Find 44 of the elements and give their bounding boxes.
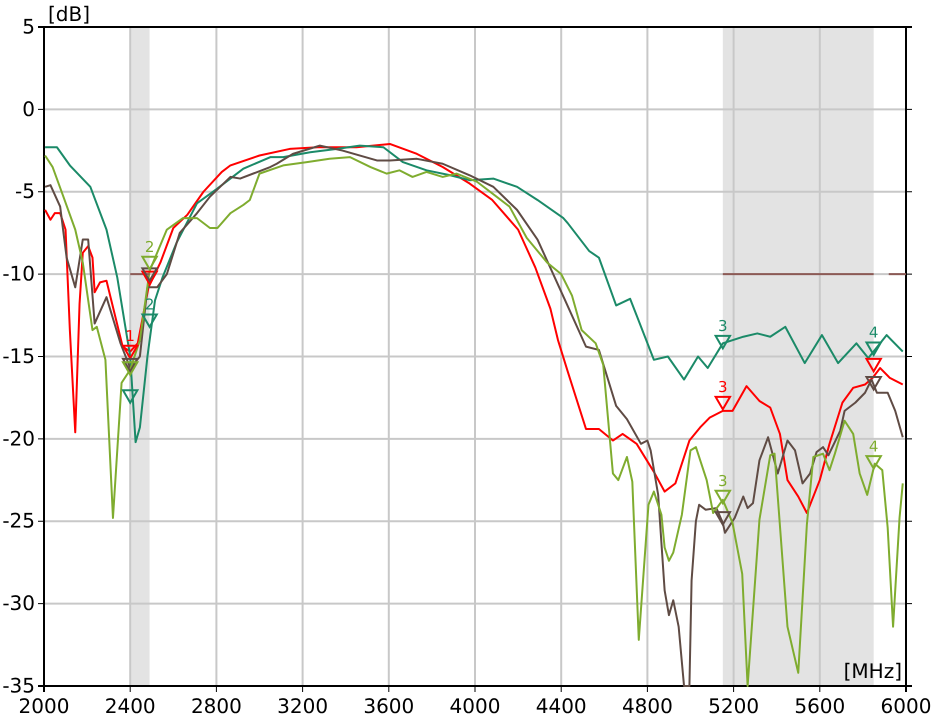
annotation: 4 (868, 324, 878, 342)
point (714, 334, 732, 350)
point (714, 490, 732, 504)
annotation: 3 (718, 378, 728, 396)
x-tick-label: 4000 (450, 694, 500, 718)
annotation: 4 (868, 437, 878, 456)
x-tick-label: 2800 (190, 694, 242, 718)
point (141, 267, 158, 282)
x-tick-label: 4800 (622, 694, 673, 718)
point (714, 511, 732, 526)
y-tick-label: -30 (2, 591, 35, 616)
x-tick-label: 2400 (104, 694, 156, 718)
point (714, 396, 732, 410)
x-tick-label: 3600 (363, 694, 414, 718)
line-series (44, 142, 904, 514)
point (141, 270, 158, 286)
point (141, 256, 158, 270)
point (122, 361, 138, 376)
point (865, 376, 882, 391)
x-tick-label: 5200 (708, 694, 760, 718)
y-tick-label: -25 (2, 508, 35, 533)
point (122, 389, 138, 404)
y-tick-label: 0 (22, 96, 35, 121)
x-tick-label: 3200 (277, 694, 328, 718)
point (122, 344, 138, 360)
point (865, 455, 882, 470)
x-axis-title: [MHz] (844, 659, 902, 683)
annotation: 2 (144, 296, 154, 314)
x-tick-label: 4400 (536, 694, 587, 718)
y-tick-label: -20 (2, 426, 35, 450)
y-tick-label: 5 (22, 14, 35, 38)
point (141, 313, 158, 328)
x-tick-label: 6000 (880, 694, 932, 718)
x-tick-label: 5600 (794, 694, 846, 718)
point (865, 358, 882, 372)
annotation: 2 (144, 238, 154, 256)
annotation: 3 (718, 472, 728, 490)
y-axis-title: [dB] (48, 2, 90, 26)
y-tick-label: -5 (15, 179, 35, 204)
y-tick-label: -15 (2, 344, 35, 368)
point (122, 358, 138, 372)
annotation: 3 (718, 317, 728, 336)
point (865, 341, 882, 356)
y-tick-label: -10 (2, 262, 35, 286)
